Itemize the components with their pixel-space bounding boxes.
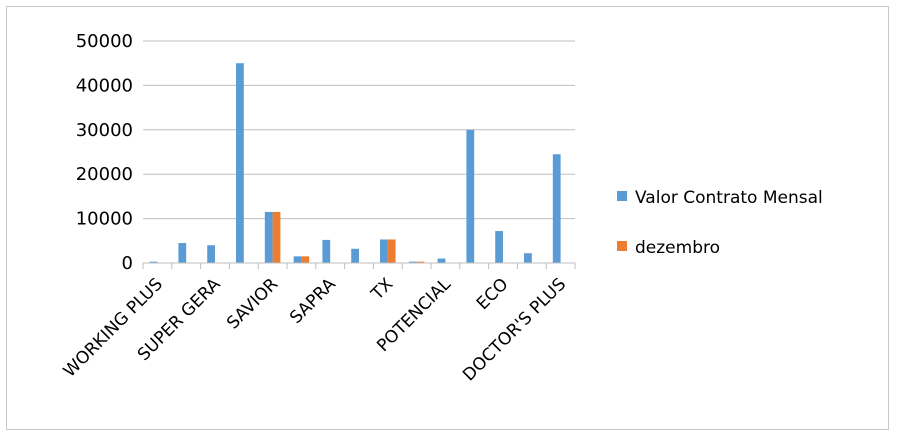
legend-swatch <box>617 191 627 201</box>
x-category-label: SAPRA <box>286 274 340 328</box>
x-category-label: SAVIOR <box>223 274 282 333</box>
bar-valor-contrato-mensal <box>178 243 187 263</box>
bar-valor-contrato-mensal <box>293 256 302 263</box>
bar-valor-contrato-mensal <box>149 261 158 263</box>
bar-valor-contrato-mensal <box>437 258 446 263</box>
bar-dezembro <box>301 256 310 263</box>
legend-swatch <box>617 241 627 251</box>
bar-valor-contrato-mensal <box>380 239 388 263</box>
legend-label: dezembro <box>635 238 720 258</box>
bar-valor-contrato-mensal <box>466 129 475 263</box>
bar-valor-contrato-mensal <box>495 231 503 263</box>
bar-valor-contrato-mensal <box>322 239 331 263</box>
gridlines <box>143 40 575 264</box>
legend-label: Valor Contrato Mensal <box>635 188 823 208</box>
bar-valor-contrato-mensal <box>351 248 359 263</box>
x-category-label: DOCTOR'S PLUS <box>459 274 570 385</box>
bar-valor-contrato-mensal <box>264 211 273 263</box>
x-category-label: WORKING PLUS <box>60 274 167 381</box>
x-axis <box>142 262 576 269</box>
y-axis-tick-labels: 0 10000 20000 30000 40000 50000 <box>76 31 133 274</box>
y-tick-label: 20000 <box>76 164 133 185</box>
bar-dezembro <box>272 211 281 263</box>
chart-frame: 0 10000 20000 30000 40000 50000 WORKING PLUS S… <box>6 6 889 430</box>
bars <box>149 63 561 264</box>
y-tick-label: 0 <box>122 253 133 274</box>
x-category-label: ECO <box>473 274 513 314</box>
bar-dezembro <box>416 261 425 263</box>
y-tick-label: 40000 <box>76 75 133 96</box>
bar-valor-contrato-mensal <box>408 261 417 263</box>
y-tick-label: 30000 <box>76 120 133 141</box>
bar-valor-contrato-mensal <box>236 63 244 264</box>
bar-valor-contrato-mensal <box>524 253 532 263</box>
bar-valor-contrato-mensal <box>552 154 561 263</box>
y-tick-label: 50000 <box>76 31 133 52</box>
bar-dezembro <box>387 239 396 263</box>
y-tick-label: 10000 <box>76 209 133 230</box>
bar-valor-contrato-mensal <box>207 245 215 263</box>
legend: Valor Contrato Mensal dezembro <box>617 188 823 258</box>
x-category-label: TX <box>367 274 398 305</box>
bar-chart: 0 10000 20000 30000 40000 50000 WORKING PLUS S… <box>60 31 823 385</box>
